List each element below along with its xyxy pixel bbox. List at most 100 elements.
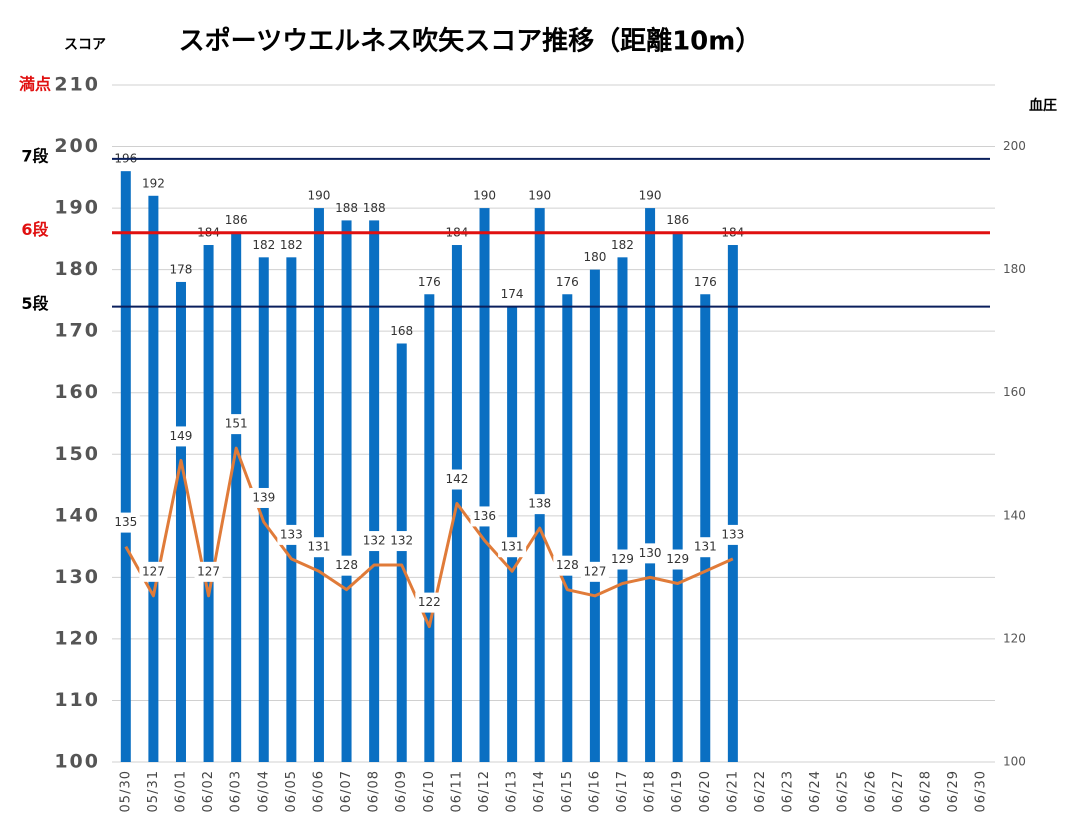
x-tick-label: 06/03: [229, 770, 244, 812]
y-tick-label: 180: [54, 258, 100, 280]
x-tick-label: 06/15: [560, 770, 575, 812]
line-value-label: 133: [280, 527, 303, 541]
bar: [700, 294, 711, 762]
line-label-box: [580, 561, 609, 582]
x-tick-label: 06/12: [477, 770, 492, 812]
line-label-box: [111, 512, 140, 533]
x-tick-label: 05/30: [118, 770, 133, 812]
annotation: 満点: [19, 75, 51, 94]
x-tick-label: 06/18: [643, 770, 658, 812]
line-label-box: [691, 537, 720, 558]
line-value-label: 133: [721, 527, 744, 541]
bar-value-label: 176: [556, 275, 579, 289]
line-label-box: [194, 561, 223, 582]
x-tick-label: 06/09: [394, 770, 409, 812]
line-label-box: [442, 469, 471, 490]
bar: [727, 245, 738, 762]
line-label-box: [498, 537, 527, 558]
line-value-label: 122: [418, 595, 441, 609]
line-label-box: [249, 487, 278, 508]
y2-tick-label: 140: [1003, 508, 1026, 522]
bar-value-label: 186: [225, 213, 248, 227]
bar: [507, 306, 518, 762]
bar-value-label: 190: [639, 189, 662, 203]
y-tick-label: 190: [54, 197, 100, 219]
line-value-label: 129: [611, 552, 634, 566]
x-tick-label: 06/29: [946, 770, 961, 812]
bar-value-label: 182: [611, 238, 634, 252]
y-tick-label: 140: [54, 504, 100, 526]
x-tick-label: 06/07: [339, 770, 354, 812]
line-value-label: 151: [225, 417, 248, 431]
bar: [313, 208, 324, 762]
bar-value-label: 186: [666, 213, 689, 227]
line-value-label: 138: [528, 497, 551, 511]
line: [124, 446, 734, 629]
line-value-label: 127: [142, 564, 165, 578]
bar-value-label: 168: [390, 324, 413, 338]
y-tick-label: 150: [54, 443, 100, 465]
line-value-label: 131: [501, 540, 524, 554]
line-label-box: [166, 426, 195, 447]
y2-tick-label: 100: [1003, 755, 1026, 769]
y-tick-label: 110: [54, 689, 100, 711]
x-tick-label: 06/08: [367, 770, 382, 812]
line-label-box: [222, 414, 251, 435]
x-tick-label: 06/21: [725, 770, 740, 812]
x-tick-label: 06/02: [201, 770, 216, 812]
bar: [645, 208, 656, 762]
y2-axis-label: 血圧: [1029, 97, 1057, 114]
bar: [424, 294, 435, 762]
bar-value-label: 174: [501, 287, 524, 301]
line-value-label: 142: [445, 472, 468, 486]
line-label-box: [663, 549, 692, 570]
bar-value-label: 176: [418, 275, 441, 289]
bar: [369, 220, 380, 762]
x-tick-label: 06/16: [587, 770, 602, 812]
line-label-box: [470, 506, 499, 527]
bar-value-label: 188: [335, 201, 358, 215]
bar: [396, 343, 407, 762]
x-tick-label: 06/11: [449, 770, 464, 812]
line-label-box: [304, 537, 333, 558]
y2-tick-label: 120: [1003, 631, 1026, 645]
line-value-label: 136: [473, 509, 496, 523]
line-value-label: 132: [363, 534, 386, 548]
line-label-box: [415, 592, 444, 613]
line-label-box: [139, 561, 168, 582]
bar-value-label: 176: [694, 275, 717, 289]
line-value-label: 149: [170, 429, 193, 443]
bar-value-label: 192: [142, 176, 165, 190]
x-tick-label: 06/28: [919, 770, 934, 812]
bar-value-label: 182: [252, 238, 275, 252]
x-tick-label: 06/24: [808, 770, 823, 812]
x-tick-label: 06/20: [698, 770, 713, 812]
bar: [258, 257, 269, 762]
line-value-label: 132: [390, 534, 413, 548]
bar-value-label: 180: [583, 250, 606, 264]
x-tick-label: 06/04: [256, 770, 271, 812]
line-value-label: 127: [583, 564, 606, 578]
y-tick-label: 210: [54, 74, 100, 96]
bar-value-label: 188: [363, 201, 386, 215]
line-value-label: 128: [335, 558, 358, 572]
bar-value-label: 178: [170, 262, 193, 276]
x-tick-label: 06/19: [670, 770, 685, 812]
x-tick-label: 06/26: [863, 770, 878, 812]
x-tick-label: 06/30: [974, 770, 989, 812]
bar-value-label: 190: [473, 189, 496, 203]
x-tick-label: 06/14: [532, 770, 547, 812]
line-label-box: [525, 494, 554, 515]
line-value-label: 128: [556, 558, 579, 572]
x-tick-label: 06/01: [173, 770, 188, 812]
reference-label: 7段: [21, 146, 49, 165]
line-label-box: [277, 524, 306, 545]
y-tick-label: 200: [54, 135, 100, 157]
bar: [617, 257, 628, 762]
line-value-label: 135: [114, 515, 137, 529]
y-tick-label: 120: [54, 627, 100, 649]
x-tick-label: 06/06: [311, 770, 326, 812]
y2-tick-label: 200: [1003, 139, 1026, 153]
bar: [231, 232, 242, 762]
